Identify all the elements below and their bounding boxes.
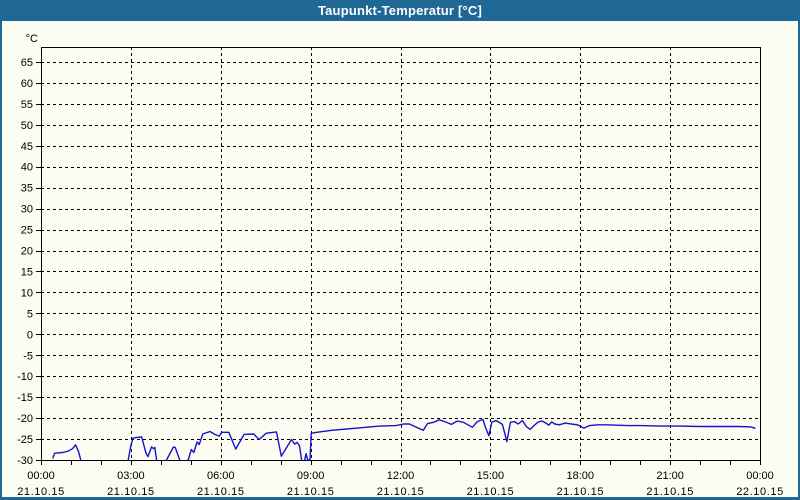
svg-text:65: 65	[21, 57, 33, 69]
svg-text:5: 5	[27, 308, 33, 320]
svg-text:00:00: 00:00	[746, 470, 774, 482]
svg-text:-10: -10	[17, 371, 33, 383]
svg-text:22.10.15: 22.10.15	[736, 486, 784, 498]
svg-text:40: 40	[21, 162, 33, 174]
svg-text:21.10.15: 21.10.15	[197, 486, 245, 498]
svg-text:21.10.15: 21.10.15	[646, 486, 694, 498]
svg-text:21.10.15: 21.10.15	[556, 486, 604, 498]
svg-text:60: 60	[21, 78, 33, 90]
svg-text:-25: -25	[17, 434, 33, 446]
window-title: Taupunkt-Temperatur [°C]	[317, 3, 483, 18]
svg-text:21.10.15: 21.10.15	[17, 486, 65, 498]
svg-text:25: 25	[21, 225, 33, 237]
svg-text:21.10.15: 21.10.15	[377, 486, 425, 498]
svg-text:12:00: 12:00	[387, 470, 415, 482]
svg-text:10: 10	[21, 287, 33, 299]
title-bar: Taupunkt-Temperatur [°C]	[0, 0, 800, 21]
chart-area: 65 60 55 50 45 40 35 30 25 20 15 10 5 0 -5 -10 -15 -20 -25…	[0, 21, 800, 500]
svg-text:45: 45	[21, 141, 33, 153]
svg-text:03:00: 03:00	[117, 470, 145, 482]
svg-text:21.10.15: 21.10.15	[107, 486, 155, 498]
svg-text:35: 35	[21, 183, 33, 195]
svg-text:21:00: 21:00	[656, 470, 684, 482]
svg-text:-30: -30	[17, 455, 33, 467]
svg-text:0: 0	[27, 329, 33, 341]
svg-text:-15: -15	[17, 392, 33, 404]
svg-text:00:00: 00:00	[27, 470, 55, 482]
svg-text:-5: -5	[23, 350, 33, 362]
svg-text:15:00: 15:00	[477, 470, 505, 482]
svg-text:20: 20	[21, 246, 33, 258]
svg-text:09:00: 09:00	[297, 470, 325, 482]
svg-text:-20: -20	[17, 413, 33, 425]
svg-text:55: 55	[21, 99, 33, 111]
svg-text:18:00: 18:00	[566, 470, 594, 482]
svg-text:50: 50	[21, 120, 33, 132]
chart-canvas: 65605550454035302520151050-5-10-15-20-25…	[17, 33, 784, 498]
svg-text:30: 30	[21, 204, 33, 216]
svg-text:21.10.15: 21.10.15	[467, 486, 515, 498]
svg-text:15: 15	[21, 266, 33, 278]
svg-text:06:00: 06:00	[207, 470, 235, 482]
svg-text:21.10.15: 21.10.15	[287, 486, 335, 498]
series-taupunkt	[52, 418, 756, 461]
svg-text:°C: °C	[26, 33, 38, 45]
